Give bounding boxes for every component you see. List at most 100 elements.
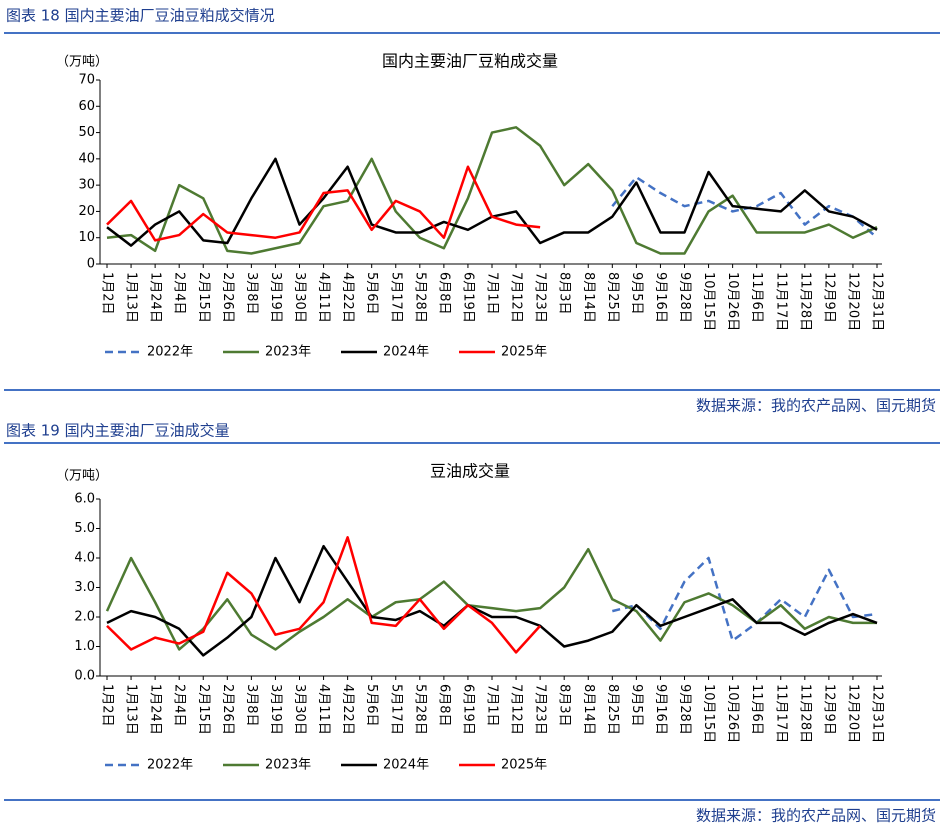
- y-tick-label: 20: [78, 204, 95, 219]
- x-tick-label: 6月8日: [436, 684, 451, 727]
- x-tick-label: 11月6日: [749, 272, 764, 323]
- series-line: [106, 126, 878, 255]
- x-tick-label: 1月2日: [100, 684, 115, 727]
- series-line: [106, 544, 878, 657]
- x-tick-label: 3月19日: [268, 684, 283, 735]
- x-tick-label: 2月26日: [220, 272, 235, 323]
- series-line: [105, 547, 877, 651]
- x-tick-label: 5月6日: [364, 272, 379, 315]
- legend-label: 2023年: [265, 758, 311, 773]
- legend-label: 2022年: [147, 758, 193, 773]
- x-tick-label: 6月19日: [460, 684, 475, 735]
- legend-label: 2023年: [265, 345, 311, 360]
- source: 数据来源：我的农产品网、国元期货: [696, 807, 936, 825]
- y-tick-label: 2.0: [74, 610, 95, 625]
- x-tick-label: 8月3日: [557, 684, 572, 727]
- x-tick-label: 9月28日: [677, 684, 692, 735]
- x-tick-label: 7月12日: [509, 684, 524, 735]
- y-tick-label: 50: [78, 125, 95, 140]
- y-tick-label: 10: [78, 230, 95, 245]
- x-tick-label: 4月11日: [316, 684, 331, 735]
- x-tick-label: 2月4日: [172, 272, 187, 315]
- x-tick-label: 11月28日: [797, 684, 812, 743]
- legend-label: 2022年: [147, 345, 193, 360]
- x-tick-label: 12月20日: [845, 272, 860, 331]
- x-tick-label: 1月13日: [124, 684, 139, 735]
- legend-label: 2025年: [501, 345, 547, 360]
- chart-title: 豆油成交量: [430, 462, 510, 481]
- x-tick-label: 12月20日: [845, 684, 860, 743]
- x-tick-label: 9月28日: [677, 272, 692, 323]
- x-tick-label: 7月12日: [509, 272, 524, 323]
- y-tick-label: 4.0: [74, 551, 95, 566]
- x-tick-label: 4月22日: [340, 684, 355, 735]
- x-tick-label: 7月1日: [485, 272, 500, 315]
- x-tick-label: 9月5日: [629, 684, 644, 727]
- x-tick-label: 12月31日: [870, 272, 885, 331]
- figure-caption: 图表 18 国内主要油厂豆油豆粕成交情况: [6, 7, 275, 25]
- x-tick-label: 10月26日: [725, 272, 740, 331]
- x-tick-label: 7月23日: [533, 272, 548, 323]
- x-tick-label: 5月28日: [412, 684, 427, 735]
- x-tick-label: 1月13日: [124, 272, 139, 323]
- legend-label: 2024年: [383, 345, 429, 360]
- x-tick-label: 11月6日: [749, 684, 764, 735]
- x-tick-label: 6月8日: [436, 272, 451, 315]
- x-tick-label: 5月6日: [364, 684, 379, 727]
- x-tick-label: 11月28日: [797, 272, 812, 331]
- x-tick-label: 5月17日: [388, 684, 403, 735]
- figure-caption: 图表 19 国内主要油厂豆油成交量: [6, 422, 230, 440]
- y-tick-label: 3.0: [74, 580, 95, 595]
- x-tick-label: 4月22日: [340, 272, 355, 323]
- x-tick-label: 12月31日: [870, 684, 885, 743]
- y-tick-label: 70: [78, 73, 95, 88]
- x-tick-label: 4月11日: [316, 272, 331, 323]
- chart-title: 国内主要油厂豆粕成交量: [382, 52, 558, 71]
- x-tick-label: 1月24日: [148, 272, 163, 323]
- x-tick-label: 1月2日: [100, 272, 115, 315]
- series-line: [106, 536, 542, 654]
- x-tick-label: 3月19日: [268, 272, 283, 323]
- x-tick-label: 2月4日: [172, 684, 187, 727]
- x-tick-label: 3月8日: [244, 684, 259, 727]
- x-tick-label: 2月26日: [220, 684, 235, 735]
- x-tick-label: 11月17日: [773, 272, 788, 331]
- source: 数据来源：我的农产品网、国元期货: [696, 397, 936, 415]
- x-tick-label: 12月9日: [821, 272, 836, 323]
- x-tick-label: 9月5日: [629, 272, 644, 315]
- x-tick-label: 10月26日: [725, 684, 740, 743]
- x-tick-label: 3月8日: [244, 272, 259, 315]
- x-tick-label: 5月28日: [412, 272, 427, 323]
- series-line: [612, 556, 878, 642]
- y-tick-label: 0: [87, 257, 95, 272]
- x-tick-label: 3月30日: [292, 272, 307, 323]
- y-tick-label: 60: [78, 99, 95, 114]
- series-line: [611, 176, 878, 239]
- x-tick-label: 1月24日: [148, 684, 163, 735]
- x-tick-label: 8月25日: [605, 272, 620, 323]
- x-tick-label: 12月9日: [821, 684, 836, 735]
- y-tick-label: 6.0: [74, 492, 95, 507]
- y-tick-label: 5.0: [74, 521, 95, 536]
- x-tick-label: 8月25日: [605, 684, 620, 735]
- x-tick-label: 2月15日: [196, 684, 211, 735]
- legend-label: 2025年: [501, 758, 547, 773]
- series-line: [106, 165, 541, 242]
- x-tick-label: 6月19日: [460, 272, 475, 323]
- legend-label: 2024年: [383, 758, 429, 773]
- y-tick-label: 0.0: [74, 669, 95, 684]
- x-tick-label: 9月16日: [653, 684, 668, 735]
- x-tick-label: 8月3日: [557, 272, 572, 315]
- y-axis-label: （万吨）: [56, 469, 108, 484]
- y-axis-label: （万吨）: [56, 55, 108, 70]
- y-tick-label: 1.0: [74, 639, 95, 654]
- x-tick-label: 9月16日: [653, 272, 668, 323]
- x-tick-label: 2月15日: [196, 272, 211, 323]
- y-tick-label: 40: [78, 151, 95, 166]
- x-tick-label: 7月1日: [485, 684, 500, 727]
- x-tick-label: 10月15日: [701, 272, 716, 331]
- x-tick-label: 8月14日: [581, 684, 596, 735]
- y-tick-label: 30: [78, 178, 95, 193]
- x-tick-label: 3月30日: [292, 684, 307, 735]
- x-tick-label: 7月23日: [533, 684, 548, 735]
